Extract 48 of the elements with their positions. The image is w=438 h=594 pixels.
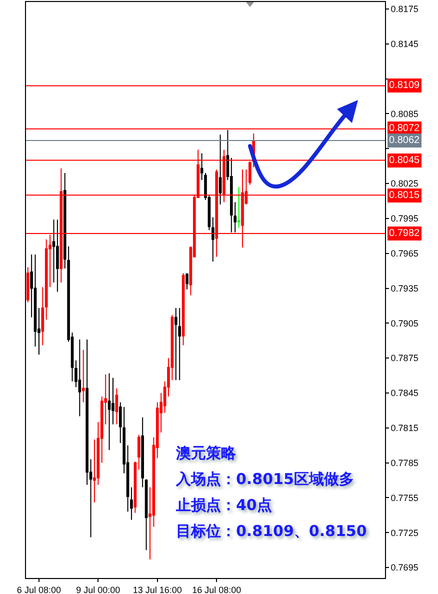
ref-line-label: 0.8109 xyxy=(389,80,420,91)
x-tick-label: 13 Jul 16:00 xyxy=(132,584,182,594)
y-tick-label: 0.8085 xyxy=(390,108,418,119)
ref-line-label: 0.8045 xyxy=(389,155,420,166)
y-tick-label: 0.7695 xyxy=(390,562,418,573)
ref-line-label: 0.8062 xyxy=(389,135,420,146)
candlestick xyxy=(44,238,48,320)
candlestick xyxy=(174,308,178,381)
candlestick xyxy=(26,266,30,303)
candlestick xyxy=(41,286,44,346)
candlestick xyxy=(212,216,214,262)
annotation: 入场点：0.8015区域做多 xyxy=(176,469,355,490)
candlestick xyxy=(182,272,185,346)
y-tick-label: 0.8145 xyxy=(390,39,418,50)
y-tick-label: 0.7995 xyxy=(390,214,418,224)
ref-line-label: 0.8015 xyxy=(389,190,420,201)
y-tick-label: 0.7935 xyxy=(390,283,418,294)
candlestick xyxy=(144,478,148,551)
y-tick-label: 0.8025 xyxy=(390,178,418,189)
y-tick-label: 0.7965 xyxy=(390,248,418,258)
y-tick-label: 0.7785 xyxy=(390,458,418,468)
x-tick-label: 9 Jul 00:00 xyxy=(76,584,120,594)
y-tick-label: 0.7905 xyxy=(390,318,418,328)
candlestick xyxy=(115,388,118,425)
y-tick-label: 0.8175 xyxy=(390,4,418,14)
ref-line-label: 0.7982 xyxy=(389,228,420,239)
ref-line-label: 0.8072 xyxy=(389,123,420,134)
candlestick xyxy=(137,434,140,470)
candlestick xyxy=(108,372,111,450)
x-tick-label: 16 Jul 08:00 xyxy=(192,584,242,594)
candlestick xyxy=(78,338,82,417)
candlestick xyxy=(82,349,85,403)
y-tick-label: 0.7755 xyxy=(390,492,418,503)
y-tick-label: 0.7875 xyxy=(390,353,418,364)
candlestick xyxy=(178,308,181,381)
candlestick xyxy=(134,461,137,514)
annotation: 止损点：40点 xyxy=(176,495,273,516)
candlestick xyxy=(186,272,188,290)
y-tick-label: 0.7725 xyxy=(390,528,418,538)
candlestick xyxy=(141,416,144,488)
candlestick xyxy=(56,219,59,292)
x-tick-label: 6 Jul 08:00 xyxy=(16,584,61,594)
y-tick-label: 0.7845 xyxy=(390,388,418,398)
annotation: 澳元策略 xyxy=(176,443,237,464)
candlestick xyxy=(237,186,240,228)
annotation: 目标位：0.8109、0.8150 xyxy=(176,521,367,542)
y-tick-label: 0.7815 xyxy=(390,423,418,434)
candlestick xyxy=(218,134,222,205)
